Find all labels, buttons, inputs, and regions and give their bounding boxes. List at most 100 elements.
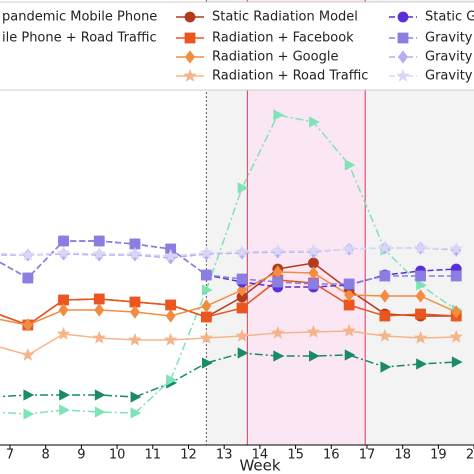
data-point <box>415 289 426 303</box>
data-point <box>199 245 214 259</box>
x-tick-label: 12 <box>180 448 197 463</box>
series <box>0 265 462 332</box>
data-point <box>58 303 69 317</box>
data-point <box>235 244 249 258</box>
legend-marker <box>184 32 196 44</box>
data-point <box>344 288 355 302</box>
legend-label: Static G <box>425 10 474 25</box>
data-point <box>449 329 463 343</box>
series-line <box>0 271 457 326</box>
x-tick-label: 11 <box>145 448 162 463</box>
data-point <box>200 269 212 281</box>
series-line <box>0 114 457 415</box>
data-point <box>130 391 142 403</box>
x-tick-label: 19 <box>430 448 447 463</box>
data-point <box>21 247 35 261</box>
series <box>0 235 462 290</box>
data-point <box>129 305 140 319</box>
series <box>0 240 463 262</box>
data-point <box>93 293 105 305</box>
data-point <box>237 283 248 297</box>
data-point <box>58 235 69 247</box>
data-point <box>450 270 462 282</box>
data-point <box>22 318 33 332</box>
data-point <box>451 356 463 368</box>
legend-label: Static Radiation Model <box>212 10 358 25</box>
data-point <box>451 305 462 319</box>
data-point <box>92 246 106 260</box>
x-tick-label: 18 <box>394 448 411 463</box>
x-tick-label: 8 <box>42 448 50 463</box>
series <box>0 347 463 403</box>
legend-box <box>0 1 474 91</box>
legend-label: Gravity <box>425 50 473 65</box>
data-point <box>59 404 70 416</box>
data-point <box>379 289 390 303</box>
data-point <box>449 241 463 255</box>
data-point <box>342 241 356 255</box>
legend-label: Radiation + Facebook <box>212 31 354 46</box>
data-point <box>415 308 426 320</box>
series-line <box>0 240 457 285</box>
legend-marker <box>397 32 409 44</box>
legend-marker <box>184 11 196 23</box>
data-point <box>165 309 176 323</box>
data-point <box>237 182 249 194</box>
data-point <box>199 330 214 344</box>
data-point <box>21 347 35 361</box>
data-point <box>416 279 427 291</box>
data-point <box>92 330 106 344</box>
data-point <box>271 243 285 257</box>
data-point <box>416 358 427 370</box>
data-point <box>236 273 248 285</box>
series <box>0 323 463 361</box>
legend-marker <box>398 50 408 64</box>
data-point <box>166 374 178 386</box>
data-point <box>163 332 178 346</box>
data-point <box>200 311 212 323</box>
data-point <box>56 326 71 340</box>
legend-marker <box>183 68 197 82</box>
legend-label: Gravity <box>425 69 473 84</box>
data-point <box>342 323 356 337</box>
legend-marker <box>396 68 410 82</box>
x-tick-label: 15 <box>287 448 304 463</box>
x-axis-label: Week <box>239 457 280 474</box>
data-point <box>273 350 285 362</box>
data-point <box>379 270 391 282</box>
series-line <box>0 279 457 326</box>
series-line <box>0 352 457 398</box>
x-tick-label: 10 <box>109 448 126 463</box>
data-point <box>22 272 34 284</box>
x-tick-label: 16 <box>323 448 340 463</box>
data-point <box>163 248 178 262</box>
data-point <box>236 302 248 314</box>
x-tick-label: 20 <box>466 448 474 463</box>
data-point <box>271 325 285 339</box>
data-point <box>94 406 106 418</box>
data-point <box>344 159 356 171</box>
data-point <box>130 407 142 419</box>
data-point <box>201 357 213 369</box>
data-point <box>309 116 320 128</box>
data-point <box>306 243 321 257</box>
legend-label: Radiation + Road Traffic <box>212 69 368 84</box>
x-tick-label: 13 <box>216 448 233 463</box>
data-point <box>23 408 35 420</box>
data-point <box>94 303 105 317</box>
legend-label: Gravity <box>425 31 473 46</box>
data-point <box>378 240 392 254</box>
x-tick-label: 7 <box>6 448 14 463</box>
data-point <box>201 299 212 313</box>
x-tick-label: 17 <box>359 448 376 463</box>
data-point <box>128 332 142 346</box>
data-point <box>344 349 356 361</box>
data-point <box>380 361 392 373</box>
legend-label: Radiation + Google <box>212 50 338 65</box>
data-point <box>378 328 392 342</box>
data-point <box>237 347 249 359</box>
data-point <box>415 270 426 282</box>
data-point <box>56 245 71 259</box>
data-point <box>343 278 355 290</box>
